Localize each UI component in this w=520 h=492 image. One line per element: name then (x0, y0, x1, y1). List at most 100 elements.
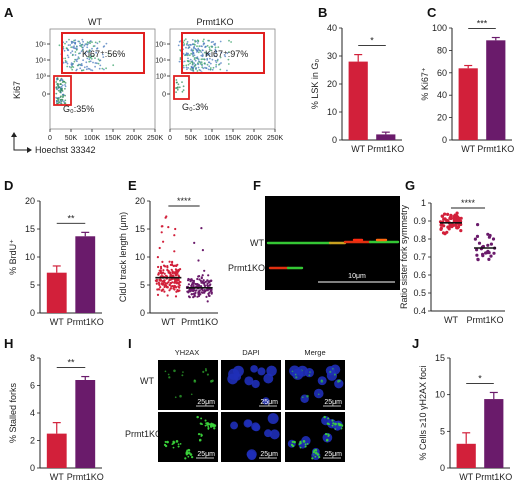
focus (328, 423, 330, 426)
flow-event-dot (220, 51, 223, 54)
flow-event-dot (88, 68, 91, 70)
flow-event-dot (64, 94, 66, 97)
x-tick-label: WT (50, 317, 64, 327)
flow-event-dot (192, 55, 195, 58)
flow-ko-ki67-label: Ki67⁺:97% (205, 49, 248, 59)
significance-label: * (478, 373, 482, 383)
data-point (186, 290, 189, 293)
data-point (171, 272, 174, 275)
panel-letter-g: G (405, 178, 415, 193)
data-point (201, 291, 204, 294)
data-point (207, 274, 210, 277)
flow-event-dot (183, 43, 186, 45)
flow-event-dot (94, 57, 96, 59)
data-point (448, 216, 452, 220)
focus (199, 439, 201, 442)
flow-event-dot (63, 102, 66, 105)
flow-event-dot (92, 55, 95, 57)
flow-event-dot (206, 63, 209, 66)
panel-letter-h: H (4, 336, 13, 351)
flow-event-dot (202, 54, 204, 57)
flow-event-dot (202, 42, 205, 45)
data-point (162, 240, 165, 243)
flow-wt-g0-gate (53, 75, 72, 106)
y-axis-label: % LSK in G₀ (310, 59, 320, 110)
y-tick-label: 0 (30, 308, 35, 318)
flow-x-tick-label: 250K (147, 135, 164, 142)
flow-event-dot (101, 53, 104, 56)
fiber-scale-label: 10μm (348, 273, 366, 280)
focus (187, 455, 190, 458)
data-point (193, 241, 196, 244)
flow-event-dot (176, 87, 179, 89)
data-point (203, 269, 206, 272)
flow-event-dot (196, 70, 199, 72)
flow-event-dot (185, 66, 188, 69)
flow-event-dot (189, 58, 192, 61)
nucleus (304, 368, 314, 378)
flow-event-dot (192, 49, 195, 52)
data-point (190, 293, 194, 296)
data-point (200, 227, 203, 230)
data-point (155, 282, 158, 285)
data-point (477, 241, 482, 245)
data-point (492, 251, 496, 255)
flow-event-dot (78, 57, 80, 60)
y-tick-label: 5 (140, 280, 145, 290)
data-point (197, 259, 200, 262)
data-point (205, 295, 208, 298)
flow-event-dot (79, 52, 81, 55)
x-tick-label: WT (459, 472, 473, 482)
flow-event-dot (203, 51, 206, 54)
focus (329, 370, 332, 373)
flow-event-dot (178, 60, 181, 63)
y-tick-label: 80 (437, 45, 447, 55)
flow-event-dot (207, 61, 210, 64)
flow-event-dot (82, 46, 84, 49)
flow-x-tick-label: 150K (225, 135, 242, 142)
flow-event-dot (197, 62, 199, 64)
micro-tile: 25μm (158, 360, 218, 410)
focus (320, 380, 324, 383)
chart-h: 0 2 4 6 8 % Stalled forks WT Prmt1KO ** (8, 353, 104, 482)
flow-event-dot (197, 48, 200, 51)
focus (314, 455, 317, 458)
flow-event-dot (57, 98, 60, 101)
focus (304, 445, 307, 448)
flow-event-dot (219, 68, 222, 71)
flow-event-dot (72, 41, 75, 44)
flow-event-dot (63, 49, 66, 52)
data-point (173, 288, 176, 291)
flow-event-dot (79, 67, 82, 70)
focus (204, 419, 207, 422)
flow-event-dot (175, 87, 177, 89)
flow-event-dot (82, 59, 84, 62)
flow-event-dot (98, 40, 101, 43)
flow-event-dot (69, 44, 72, 46)
y-tick-label: 20 (327, 79, 337, 89)
flow-event-dot (190, 52, 193, 55)
flow-event-dot (179, 49, 182, 51)
flow-event-dot (195, 68, 197, 70)
flow-event-dot (193, 54, 196, 57)
data-point (169, 287, 172, 290)
flow-event-dot (176, 88, 179, 91)
flow-event-dot (96, 42, 99, 45)
flow-event-dot (88, 60, 91, 63)
data-point (167, 271, 170, 274)
flow-wt-ticks: 10⁵ 10⁴ 10³ 0 0 50K 100K 150K 200K 250K (35, 42, 163, 143)
micro-header-merge: Merge (304, 348, 325, 357)
flow-event-dot (216, 59, 219, 62)
focus (336, 379, 340, 383)
focus (166, 440, 169, 444)
data-point (160, 231, 163, 234)
flow-event-dot (213, 55, 216, 57)
focus (306, 443, 309, 445)
flow-event-dot (62, 93, 65, 96)
data-point (164, 274, 168, 277)
focus (309, 371, 311, 373)
focus (308, 374, 311, 377)
y-axis-label: % Ki67⁺ (420, 67, 430, 101)
y-tick-label: 10 (435, 390, 445, 400)
